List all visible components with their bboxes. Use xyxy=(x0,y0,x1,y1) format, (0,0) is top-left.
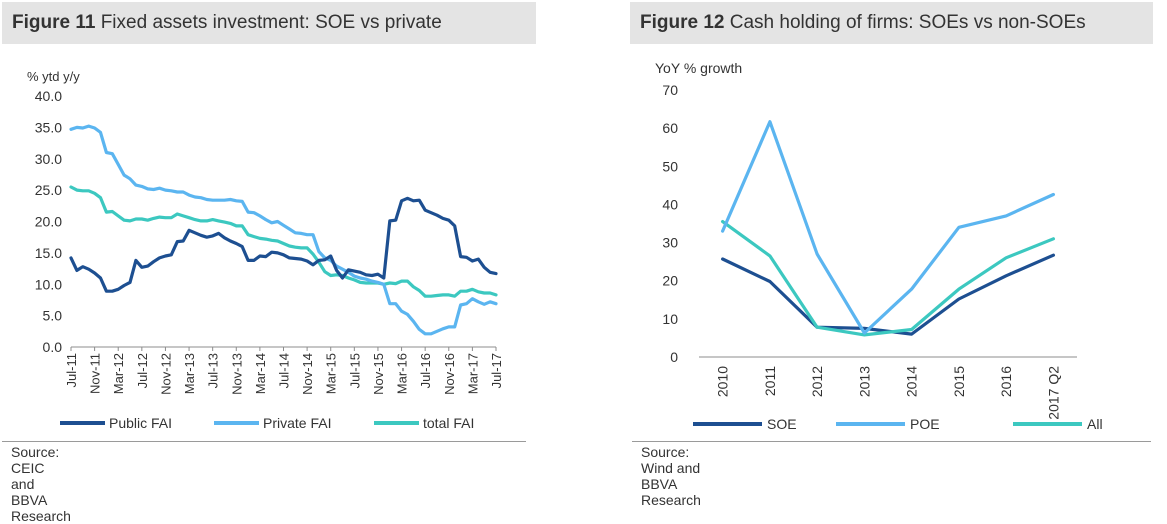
series-line-public-fai xyxy=(69,196,498,293)
legend-label: Private FAI xyxy=(263,415,331,431)
x-tick-label: Nov-14 xyxy=(300,353,315,395)
x-tick-label: Jul-12 xyxy=(135,353,150,388)
x-tick-label: Jul-15 xyxy=(347,353,362,388)
figure-11-rule xyxy=(2,441,526,442)
x-tick-label: 2017 Q2 xyxy=(1045,366,1061,420)
y-tick-label: 5.0 xyxy=(43,308,63,324)
legend-label: All xyxy=(1087,416,1103,432)
y-tick-label: 30 xyxy=(662,235,678,251)
figure-12-rule xyxy=(632,441,1151,442)
y-axis-label: % ytd y/y xyxy=(27,69,80,84)
x-tick-label: Nov-15 xyxy=(371,353,386,395)
legend-label: total FAI xyxy=(423,415,474,431)
y-tick-label: 0.0 xyxy=(43,339,63,355)
x-tick-label: Nov-16 xyxy=(442,353,457,395)
figure-11-title-bar: Figure 11 Fixed assets investment: SOE v… xyxy=(2,2,536,44)
y-tick-label: 25.0 xyxy=(35,182,62,198)
y-tick-label: 50 xyxy=(662,158,678,174)
series-line-soe xyxy=(720,253,1056,336)
x-tick-label: Jul-17 xyxy=(489,353,504,388)
x-tick-label: 2014 xyxy=(904,366,920,397)
x-tick-label: Nov-13 xyxy=(229,353,244,395)
legend-label: SOE xyxy=(767,416,797,432)
x-tick-label: Jul-13 xyxy=(206,353,221,388)
x-tick-label: Nov-12 xyxy=(158,353,173,395)
x-tick-label: Jul-11 xyxy=(64,353,79,387)
y-tick-label: 40 xyxy=(662,196,678,212)
x-tick-label: Mar-15 xyxy=(324,353,339,394)
x-tick-label: 2013 xyxy=(856,366,872,397)
legend-label: Public FAI xyxy=(109,415,172,431)
y-tick-label: 15.0 xyxy=(35,245,62,261)
x-tick-label: Jul-16 xyxy=(418,353,433,388)
y-tick-label: 20 xyxy=(662,273,678,289)
x-tick-label: Mar-13 xyxy=(182,353,197,394)
y-tick-label: 10 xyxy=(662,311,678,327)
y-tick-label: 20.0 xyxy=(35,214,62,230)
x-tick-label: 2010 xyxy=(715,366,731,397)
x-tick-label: 2015 xyxy=(951,366,967,397)
y-tick-label: 60 xyxy=(662,120,678,136)
x-tick-label: Mar-17 xyxy=(465,353,480,394)
figure-11-title: Fixed assets investment: SOE vs private xyxy=(100,12,442,33)
figure-11-number: Figure 11 xyxy=(12,12,96,33)
y-tick-label: 10.0 xyxy=(35,276,62,292)
figure-12-title-bar: Figure 12 Cash holding of firms: SOEs vs… xyxy=(630,2,1153,44)
y-axis-label: YoY % growth xyxy=(655,60,742,76)
y-tick-label: 40.0 xyxy=(35,88,62,104)
x-tick-label: 2012 xyxy=(809,366,825,397)
x-tick-label: Mar-16 xyxy=(395,353,410,394)
x-tick-label: Nov-11 xyxy=(88,353,103,394)
y-tick-label: 70 xyxy=(662,82,678,98)
x-tick-label: 2011 xyxy=(762,366,778,396)
x-tick-label: Mar-14 xyxy=(253,353,268,394)
series-line-private-fai xyxy=(69,124,498,336)
x-tick-label: 2016 xyxy=(998,366,1014,397)
x-tick-label: Mar-12 xyxy=(111,353,126,394)
legend-label: POE xyxy=(910,416,940,432)
series-line-poe xyxy=(720,120,1056,335)
y-tick-label: 35.0 xyxy=(35,119,62,135)
figure-12-chart: YoY % growth 0 10 20 30 40 50 60 70 2010 2011 2012 2… xyxy=(655,60,1103,432)
figure-12-title: Cash holding of firms: SOEs vs non-SOEs xyxy=(729,12,1086,33)
series-line-all xyxy=(720,220,1056,337)
figure-12-number: Figure 12 xyxy=(640,12,725,33)
x-tick-label: Jul-14 xyxy=(277,353,292,388)
y-tick-label: 30.0 xyxy=(35,151,62,167)
y-tick-label: 0 xyxy=(670,349,678,365)
figure-11-chart: % ytd y/y 0.0 5.0 10.0 15.0 20.0 25.0 30.0 35.0 4… xyxy=(27,69,504,431)
series-line-total-fai xyxy=(69,185,498,298)
